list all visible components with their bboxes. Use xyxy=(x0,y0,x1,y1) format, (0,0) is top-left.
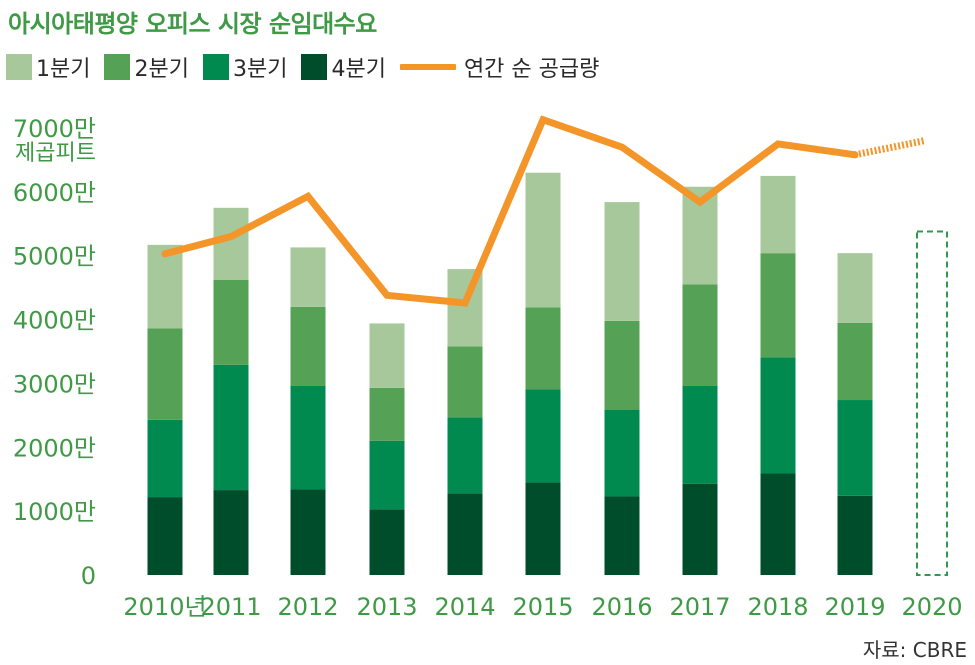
bar-segment xyxy=(604,409,640,497)
legend-label-q4: 4분기 xyxy=(331,57,386,82)
legend-swatch-q3 xyxy=(202,54,229,80)
y-tick-label: 2000만 xyxy=(13,434,96,462)
y-tick-label: 6000만 xyxy=(13,179,96,207)
bar-segment xyxy=(682,385,718,484)
bar-segment xyxy=(760,357,796,474)
bar-segment xyxy=(525,172,561,308)
x-tick-label: 2014 xyxy=(434,593,495,621)
bar-segment xyxy=(369,509,405,575)
bar-segment xyxy=(290,385,326,490)
bar-segment xyxy=(525,482,561,575)
y-tick-label: 7000만 xyxy=(13,115,96,143)
bar-segment xyxy=(837,400,873,496)
legend-item-q1: 1분기 xyxy=(6,51,90,83)
supply-line-forecast xyxy=(854,137,925,159)
legend-label-q1: 1분기 xyxy=(36,57,91,82)
legend-label-line: 연간 순 공급량 xyxy=(463,57,600,82)
legend-label-q2: 2분기 xyxy=(134,57,189,82)
bar-segment xyxy=(760,253,796,358)
legend-item-q2: 2분기 xyxy=(104,51,189,83)
x-tick-label: 2019 xyxy=(824,593,885,621)
y-tick-label: 5000만 xyxy=(13,243,96,271)
bar-segment xyxy=(525,307,561,390)
bar-segment xyxy=(760,175,796,254)
bar-segment xyxy=(837,253,873,323)
x-tick-label: 2017 xyxy=(669,593,730,621)
legend-item-line: 연간 순 공급량 xyxy=(399,51,600,83)
bar-segment xyxy=(213,364,249,491)
legend-label-q3: 3분기 xyxy=(232,57,288,82)
bar-segment xyxy=(447,346,483,418)
bar-segment xyxy=(147,244,183,329)
bar-segment xyxy=(682,483,718,575)
source-note: 자료: CBRE xyxy=(862,638,967,662)
x-tick-label: 2012 xyxy=(277,593,338,621)
bar-segment xyxy=(525,389,561,483)
bar-segment xyxy=(604,320,640,410)
legend-item-q4: 4분기 xyxy=(301,51,386,83)
y-tick-label: 0 xyxy=(81,562,96,590)
supply-line xyxy=(161,115,859,307)
x-tick-label: 2011 xyxy=(200,593,261,621)
legend-swatch-q4 xyxy=(301,54,328,80)
bar-segment xyxy=(290,247,326,307)
bar-segment xyxy=(760,473,796,575)
legend-item-q3: 3분기 xyxy=(202,51,288,83)
y-tick-label: 4000만 xyxy=(13,307,96,335)
x-tick-label: 2018 xyxy=(747,593,808,621)
bar-segment xyxy=(447,493,483,575)
bar-segment xyxy=(290,489,326,575)
x-tick-label: 2020 xyxy=(901,593,962,621)
legend-line-swatch xyxy=(399,64,456,70)
forecast-box xyxy=(916,230,948,576)
y-unit-label: 제곱피트 xyxy=(15,141,96,166)
legend: 1분기 2분기 3분기 4분기 연간 순 공급량 xyxy=(6,50,613,84)
bar-segment xyxy=(213,279,249,365)
chart-title: 아시아태평양 오피스 시장 순임대수요 xyxy=(8,10,377,38)
bar-segment xyxy=(213,207,249,280)
bar-segment xyxy=(837,495,873,575)
x-tick-label: 2016 xyxy=(591,593,652,621)
bar-segment xyxy=(213,490,249,575)
bar-segment xyxy=(369,387,405,441)
bar-segment xyxy=(837,322,873,401)
bar-segment xyxy=(604,496,640,575)
bar-segment xyxy=(147,497,183,575)
x-tick-label: 2010년 xyxy=(123,593,206,621)
y-tick-label: 3000만 xyxy=(13,370,96,398)
bar-segment xyxy=(682,284,718,386)
bar-segment xyxy=(447,417,483,494)
bar-segment xyxy=(290,306,326,386)
x-tick-label: 2015 xyxy=(512,593,573,621)
bar-segment xyxy=(369,440,405,510)
bar-segment xyxy=(604,202,640,321)
legend-swatch-q2 xyxy=(104,54,131,80)
bar-segment xyxy=(369,323,405,388)
bar-segment xyxy=(147,419,183,498)
y-tick-label: 1000만 xyxy=(13,498,96,526)
x-tick-label: 2013 xyxy=(356,593,417,621)
bar-segment xyxy=(147,328,183,420)
legend-swatch-q1 xyxy=(6,54,32,80)
